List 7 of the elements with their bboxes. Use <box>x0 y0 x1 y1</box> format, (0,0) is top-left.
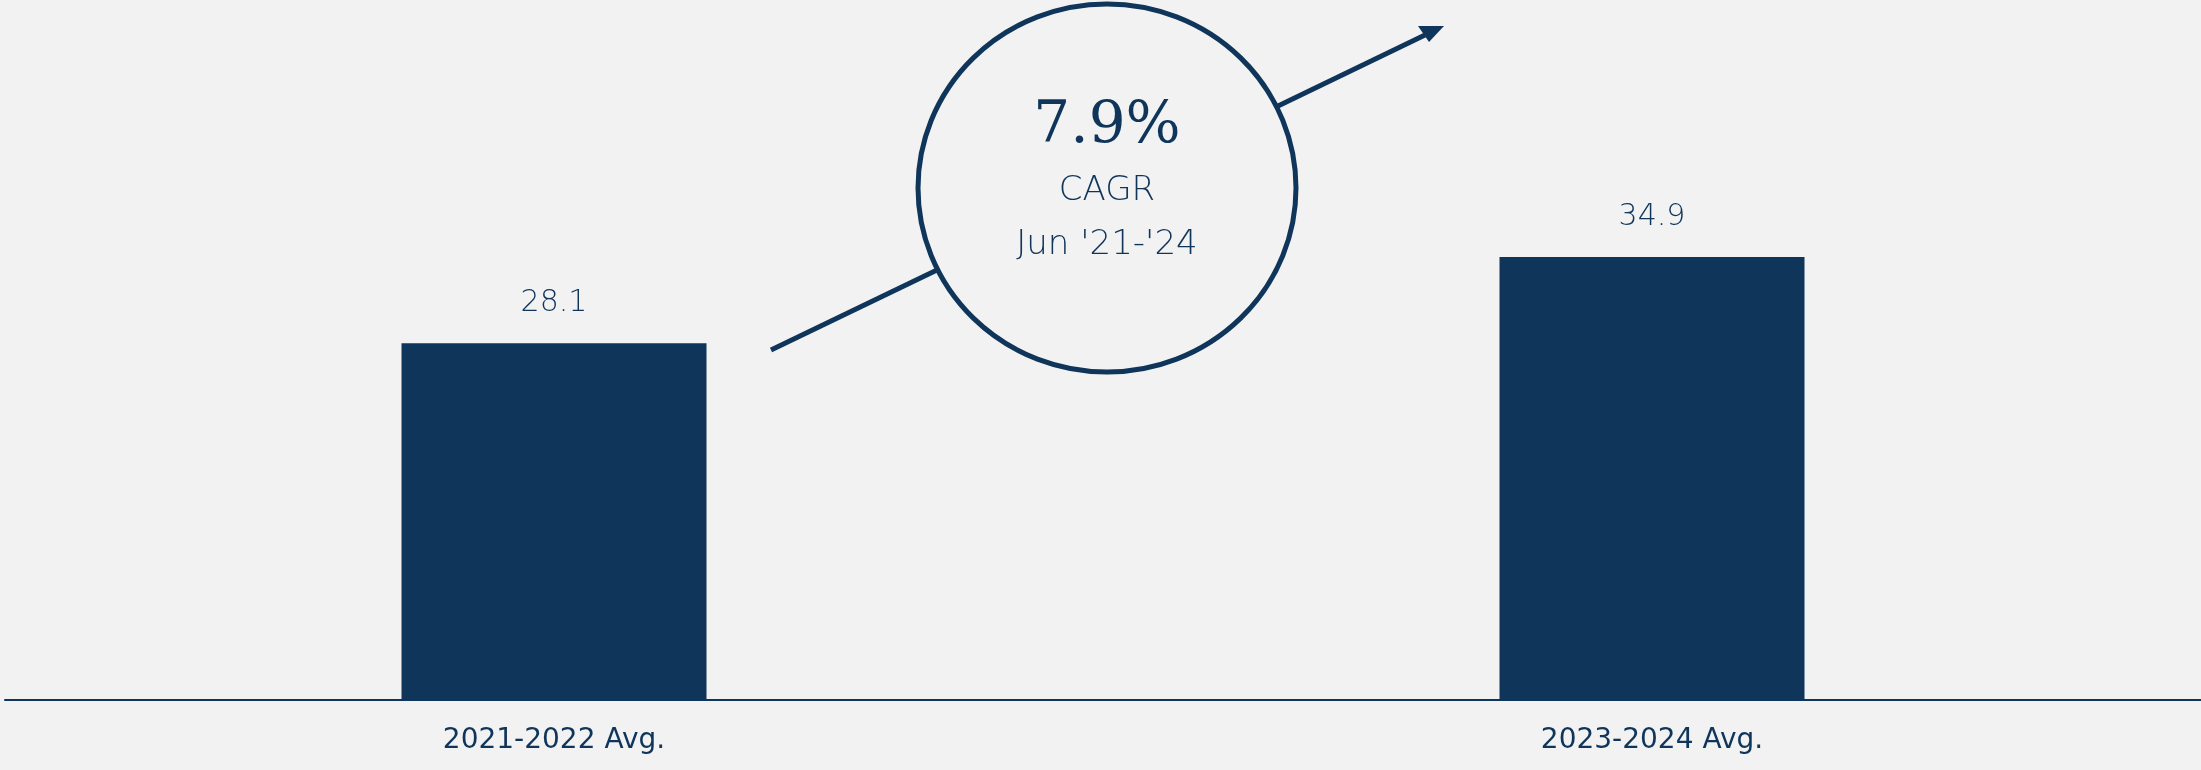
text: CAGR <box>1058 168 1156 208</box>
data-label: 28.1 <box>520 282 588 318</box>
annotation: Jun '21-'24 <box>1016 222 1198 262</box>
text: 7.9% <box>1033 88 1181 156</box>
data-label: 34.9 <box>1618 196 1686 232</box>
x-tick-label: 2023-2024 Avg. <box>1540 721 1764 755</box>
x-tick-label: 2021-2022 Avg. <box>442 721 666 755</box>
